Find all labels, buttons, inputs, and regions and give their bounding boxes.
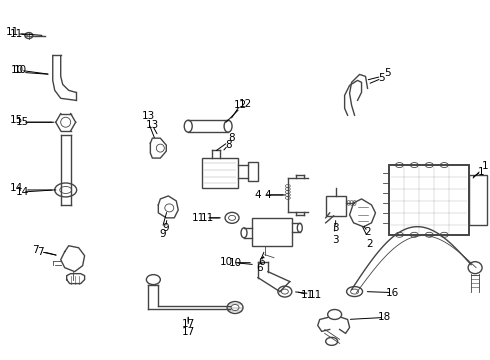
Bar bbox=[202, 158, 238, 188]
Text: 10: 10 bbox=[220, 257, 233, 267]
Bar bbox=[252, 218, 292, 246]
Text: 2: 2 bbox=[364, 227, 371, 237]
Text: 4: 4 bbox=[265, 190, 271, 200]
Text: 18: 18 bbox=[378, 312, 391, 323]
Text: 5: 5 bbox=[378, 73, 385, 84]
Text: 12: 12 bbox=[238, 99, 252, 109]
Text: 14: 14 bbox=[10, 183, 24, 193]
Text: 4: 4 bbox=[255, 190, 261, 200]
Text: 13: 13 bbox=[142, 111, 155, 121]
Text: 1: 1 bbox=[478, 167, 485, 177]
Text: 11: 11 bbox=[6, 27, 20, 37]
Text: 9: 9 bbox=[162, 223, 169, 233]
Text: 14: 14 bbox=[16, 187, 29, 197]
Text: 9: 9 bbox=[159, 229, 166, 239]
Text: 5: 5 bbox=[384, 68, 391, 78]
Text: 8: 8 bbox=[229, 133, 235, 143]
Text: 11: 11 bbox=[10, 28, 24, 39]
Text: 13: 13 bbox=[146, 120, 159, 130]
Text: 3: 3 bbox=[332, 223, 339, 233]
Text: 8: 8 bbox=[225, 140, 231, 150]
Text: 15: 15 bbox=[10, 115, 24, 125]
Text: 3: 3 bbox=[332, 235, 339, 245]
Text: 16: 16 bbox=[386, 288, 399, 298]
Text: 11: 11 bbox=[301, 289, 315, 300]
Bar bbox=[248, 162, 258, 181]
Text: 17: 17 bbox=[182, 327, 195, 337]
Bar bbox=[326, 196, 345, 216]
Text: 10: 10 bbox=[14, 66, 27, 76]
Text: 10: 10 bbox=[228, 258, 242, 268]
Text: 6: 6 bbox=[257, 263, 263, 273]
Text: 1: 1 bbox=[482, 161, 489, 171]
Text: 10: 10 bbox=[10, 66, 24, 76]
Bar bbox=[390, 165, 469, 235]
Text: 11: 11 bbox=[309, 289, 322, 300]
Text: 15: 15 bbox=[16, 117, 29, 127]
Text: 6: 6 bbox=[259, 257, 265, 267]
Text: 17: 17 bbox=[182, 319, 195, 329]
Text: 7: 7 bbox=[37, 247, 44, 257]
Text: 7: 7 bbox=[32, 245, 39, 255]
Text: 11: 11 bbox=[192, 213, 205, 223]
Text: 12: 12 bbox=[233, 100, 246, 110]
Text: 2: 2 bbox=[366, 239, 373, 249]
Text: 11: 11 bbox=[200, 213, 214, 223]
Bar bbox=[469, 175, 487, 225]
